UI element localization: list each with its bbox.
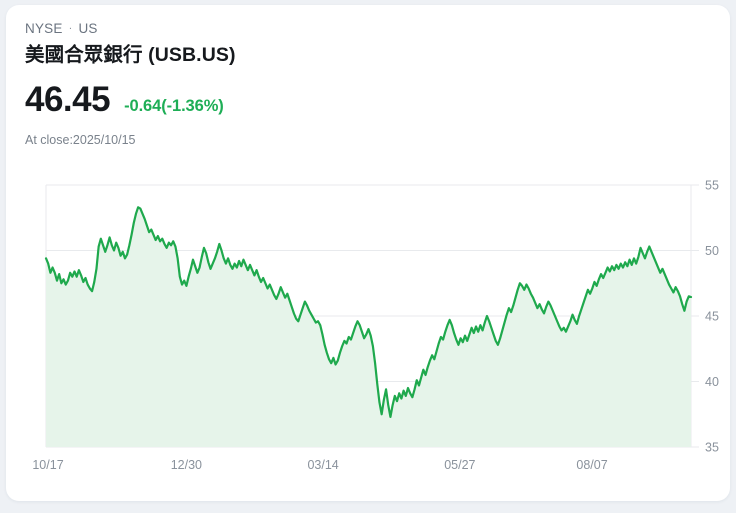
price-change: -0.64(-1.36%) bbox=[124, 97, 224, 115]
x-axis-labels: 10/17 12/30 03/14 05/27 08/07 bbox=[32, 458, 607, 472]
y-axis-tick-label: 35 bbox=[705, 441, 719, 455]
price-chart-svg[interactable]: 55 50 45 40 35 10/17 12/30 03/14 05/27 08/07 bbox=[6, 173, 730, 493]
price-line bbox=[44, 206, 693, 418]
price-chart[interactable]: 55 50 45 40 35 10/17 12/30 03/14 05/27 08/07 bbox=[6, 173, 730, 493]
page-title: 美國合眾銀行 (USB.US) bbox=[25, 44, 236, 66]
x-axis-tick-label: 10/17 bbox=[32, 458, 63, 472]
y-axis-tick-label: 55 bbox=[705, 179, 719, 193]
x-axis-tick-label: 05/27 bbox=[444, 458, 475, 472]
region-name: US bbox=[78, 21, 98, 36]
exchange-name: NYSE bbox=[25, 21, 63, 36]
x-axis-tick-label: 03/14 bbox=[307, 458, 338, 472]
market-status-text: At close:2025/10/15 bbox=[25, 133, 136, 147]
stock-quote-card: NYSE · US 美國合眾銀行 (USB.US) 46.45 -0.64(-1… bbox=[6, 5, 730, 501]
y-axis-labels: 55 50 45 40 35 bbox=[705, 179, 719, 455]
price-area-fill bbox=[46, 207, 691, 447]
y-axis-tick-label: 45 bbox=[705, 310, 719, 324]
x-axis-tick-label: 12/30 bbox=[171, 458, 202, 472]
x-axis-tick-label: 08/07 bbox=[576, 458, 607, 472]
bullet-separator-icon: · bbox=[68, 22, 73, 35]
last-price: 46.45 bbox=[25, 80, 111, 119]
price-row: 46.45 -0.64(-1.36%) bbox=[25, 80, 714, 120]
y-axis-tick-label: 50 bbox=[705, 244, 719, 258]
exchange-row: NYSE · US bbox=[25, 21, 714, 37]
y-axis-tick-label: 40 bbox=[705, 375, 719, 389]
quote-header: NYSE · US 美國合眾銀行 (USB.US) 46.45 -0.64(-1… bbox=[25, 21, 714, 148]
